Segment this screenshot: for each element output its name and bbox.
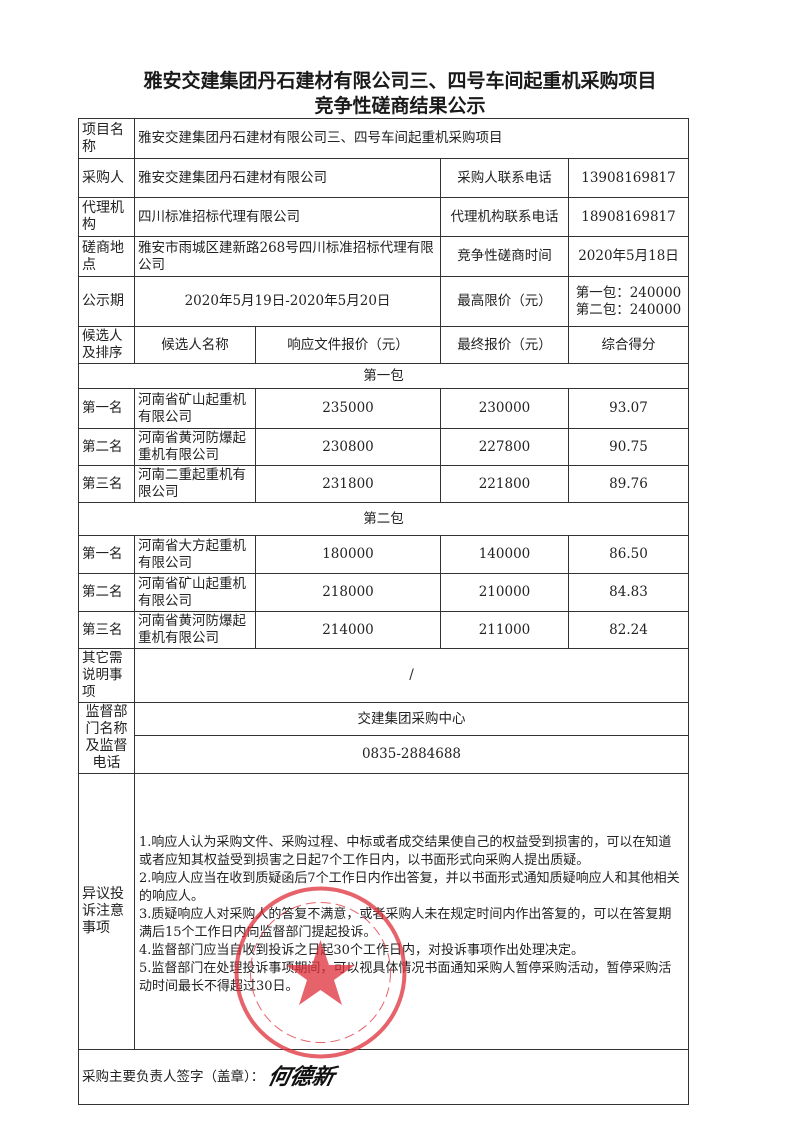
supervision-label: 监督部门名称及监督电话 bbox=[78, 702, 135, 774]
max-price-value: 第一包：240000 第二包：240000 bbox=[568, 276, 689, 327]
header-name: 候选人名称 bbox=[134, 326, 256, 364]
table-row: 第二名 河南省矿山起重机有限公司 218000 210000 84.83 bbox=[78, 573, 689, 612]
other-value: / bbox=[134, 648, 689, 703]
rank: 第三名 bbox=[78, 465, 135, 503]
final-price: 221800 bbox=[440, 465, 569, 503]
row-project: 项目名称 雅安交建集团丹石建材有限公司三、四号车间起重机采购项目 bbox=[78, 118, 689, 159]
final-price: 230000 bbox=[440, 388, 569, 429]
rank: 第三名 bbox=[78, 611, 135, 649]
score: 84.83 bbox=[568, 573, 689, 612]
bid-price: 180000 bbox=[255, 535, 441, 574]
buyer-label: 采购人 bbox=[78, 158, 135, 198]
agency-phone-label: 代理机构联系电话 bbox=[440, 197, 569, 237]
header-score: 综合得分 bbox=[568, 326, 689, 364]
row-location: 磋商地点 雅安市雨城区建新路268号四川标准招标代理有限公司 竞争性磋商时间 2… bbox=[78, 236, 689, 277]
agency-value: 四川标准招标代理有限公司 bbox=[134, 197, 441, 237]
score: 90.75 bbox=[568, 428, 689, 466]
buyer-value: 雅安交建集团丹石建材有限公司 bbox=[134, 158, 441, 198]
rank: 第一名 bbox=[78, 535, 135, 574]
objection-item: 3.质疑响应人对采购人的答复不满意，或者采购人未在规定时间内作出答复的，可以在答… bbox=[139, 907, 672, 940]
supervision-name: 交建集团采购中心 bbox=[134, 702, 689, 736]
objection-notes: 1.响应人认为采购文件、采购过程、中标或者成交结果使自己的权益受到损害的，可以在… bbox=[134, 773, 689, 1050]
agency-phone: 18908169817 bbox=[568, 197, 689, 237]
candidates-header-row: 候选人及排序 候选人名称 响应文件报价（元） 最终报价（元） 综合得分 bbox=[78, 326, 689, 364]
final-price: 210000 bbox=[440, 573, 569, 612]
row-signature: 采购主要负责人签字（盖章）：何德新 bbox=[78, 1049, 689, 1105]
period-label: 公示期 bbox=[78, 276, 135, 327]
document-title: 雅安交建集团丹石建材有限公司三、四号车间起重机采购项目 bbox=[143, 70, 657, 92]
table-row: 第三名 河南省黄河防爆起重机有限公司 214000 211000 82.24 bbox=[78, 611, 689, 649]
rank: 第二名 bbox=[78, 573, 135, 612]
score: 93.07 bbox=[568, 388, 689, 429]
other-label: 其它需说明事项 bbox=[78, 648, 135, 703]
header-final: 最终报价（元） bbox=[440, 326, 569, 364]
row-agency: 代理机构 四川标准招标代理有限公司 代理机构联系电话 18908169817 bbox=[78, 197, 689, 237]
objection-item: 1.响应人认为采购文件、采购过程、中标或者成交结果使自己的权益受到损害的，可以在… bbox=[139, 835, 672, 868]
project-label: 项目名称 bbox=[78, 118, 135, 159]
candidate-name: 河南二重起重机有限公司 bbox=[134, 465, 256, 503]
max-price-package-1: 第一包：240000 bbox=[575, 284, 682, 301]
time-value: 2020年5月18日 bbox=[568, 236, 689, 277]
final-price: 227800 bbox=[440, 428, 569, 466]
row-objection: 异议投诉注意事项 1.响应人认为采购文件、采购过程、中标或者成交结果使自己的权益… bbox=[78, 773, 689, 1050]
score: 82.24 bbox=[568, 611, 689, 649]
handwritten-signature: 何德新 bbox=[265, 1063, 338, 1090]
table-row: 第一名 河南省大方起重机有限公司 180000 140000 86.50 bbox=[78, 535, 689, 574]
row-buyer: 采购人 雅安交建集团丹石建材有限公司 采购人联系电话 13908169817 bbox=[78, 158, 689, 198]
score: 86.50 bbox=[568, 535, 689, 574]
buyer-phone: 13908169817 bbox=[568, 158, 689, 198]
final-price: 211000 bbox=[440, 611, 569, 649]
candidate-name: 河南省黄河防爆起重机有限公司 bbox=[134, 611, 256, 649]
agency-label: 代理机构 bbox=[78, 197, 135, 237]
objection-item: 5.监督部门在处理投诉事项期间，可以视具体情况书面通知采购人暂停采购活动，暂停采… bbox=[139, 961, 672, 994]
bid-price: 214000 bbox=[255, 611, 441, 649]
candidate-name: 河南省大方起重机有限公司 bbox=[134, 535, 256, 574]
bid-price: 231800 bbox=[255, 465, 441, 503]
supervision-phone: 0835-2884688 bbox=[134, 735, 689, 774]
header-rank: 候选人及排序 bbox=[78, 326, 135, 364]
max-price-package-2: 第二包：240000 bbox=[575, 301, 682, 318]
buyer-phone-label: 采购人联系电话 bbox=[440, 158, 569, 198]
bid-price: 235000 bbox=[255, 388, 441, 429]
table-row: 第二名 河南省黄河防爆起重机有限公司 230800 227800 90.75 bbox=[78, 428, 689, 466]
period-value: 2020年5月19日-2020年5月20日 bbox=[134, 276, 441, 327]
project-value: 雅安交建集团丹石建材有限公司三、四号车间起重机采购项目 bbox=[134, 118, 689, 159]
rank: 第二名 bbox=[78, 428, 135, 466]
table-row: 第三名 河南二重起重机有限公司 231800 221800 89.76 bbox=[78, 465, 689, 503]
objection-label: 异议投诉注意事项 bbox=[78, 773, 135, 1050]
objection-item: 2.响应人应当在收到质疑函后7个工作日内作出答复，并以书面形式通知质疑响应人和其… bbox=[139, 871, 680, 904]
candidate-name: 河南省矿山起重机有限公司 bbox=[134, 388, 256, 429]
package-1-title: 第一包 bbox=[78, 363, 689, 389]
candidate-name: 河南省黄河防爆起重机有限公司 bbox=[134, 428, 256, 466]
table-row: 第一名 河南省矿山起重机有限公司 235000 230000 93.07 bbox=[78, 388, 689, 429]
bid-price: 218000 bbox=[255, 573, 441, 612]
row-other: 其它需说明事项 / bbox=[78, 648, 689, 703]
location-value: 雅安市雨城区建新路268号四川标准招标代理有限公司 bbox=[134, 236, 441, 277]
document-subtitle: 竞争性磋商结果公示 bbox=[314, 95, 486, 117]
objection-item: 4.监督部门应当自收到投诉之日起30个工作日内，对投诉事项作出处理决定。 bbox=[139, 943, 584, 958]
score: 89.76 bbox=[568, 465, 689, 503]
final-price: 140000 bbox=[440, 535, 569, 574]
signature-label: 采购主要负责人签字（盖章）： bbox=[82, 1068, 265, 1085]
package-2-title: 第二包 bbox=[78, 502, 689, 536]
candidate-name: 河南省矿山起重机有限公司 bbox=[134, 573, 256, 612]
bid-price: 230800 bbox=[255, 428, 441, 466]
max-price-label: 最高限价（元） bbox=[440, 276, 569, 327]
signature-cell: 采购主要负责人签字（盖章）：何德新 bbox=[78, 1049, 689, 1105]
row-period: 公示期 2020年5月19日-2020年5月20日 最高限价（元） 第一包：24… bbox=[78, 276, 689, 327]
rank: 第一名 bbox=[78, 388, 135, 429]
location-label: 磋商地点 bbox=[78, 236, 135, 277]
time-label: 竞争性磋商时间 bbox=[440, 236, 569, 277]
row-supervision: 监督部门名称及监督电话 交建集团采购中心 bbox=[78, 702, 689, 774]
result-table: 项目名称 雅安交建集团丹石建材有限公司三、四号车间起重机采购项目 采购人 雅安交… bbox=[78, 118, 689, 1105]
header-bid: 响应文件报价（元） bbox=[255, 326, 441, 364]
